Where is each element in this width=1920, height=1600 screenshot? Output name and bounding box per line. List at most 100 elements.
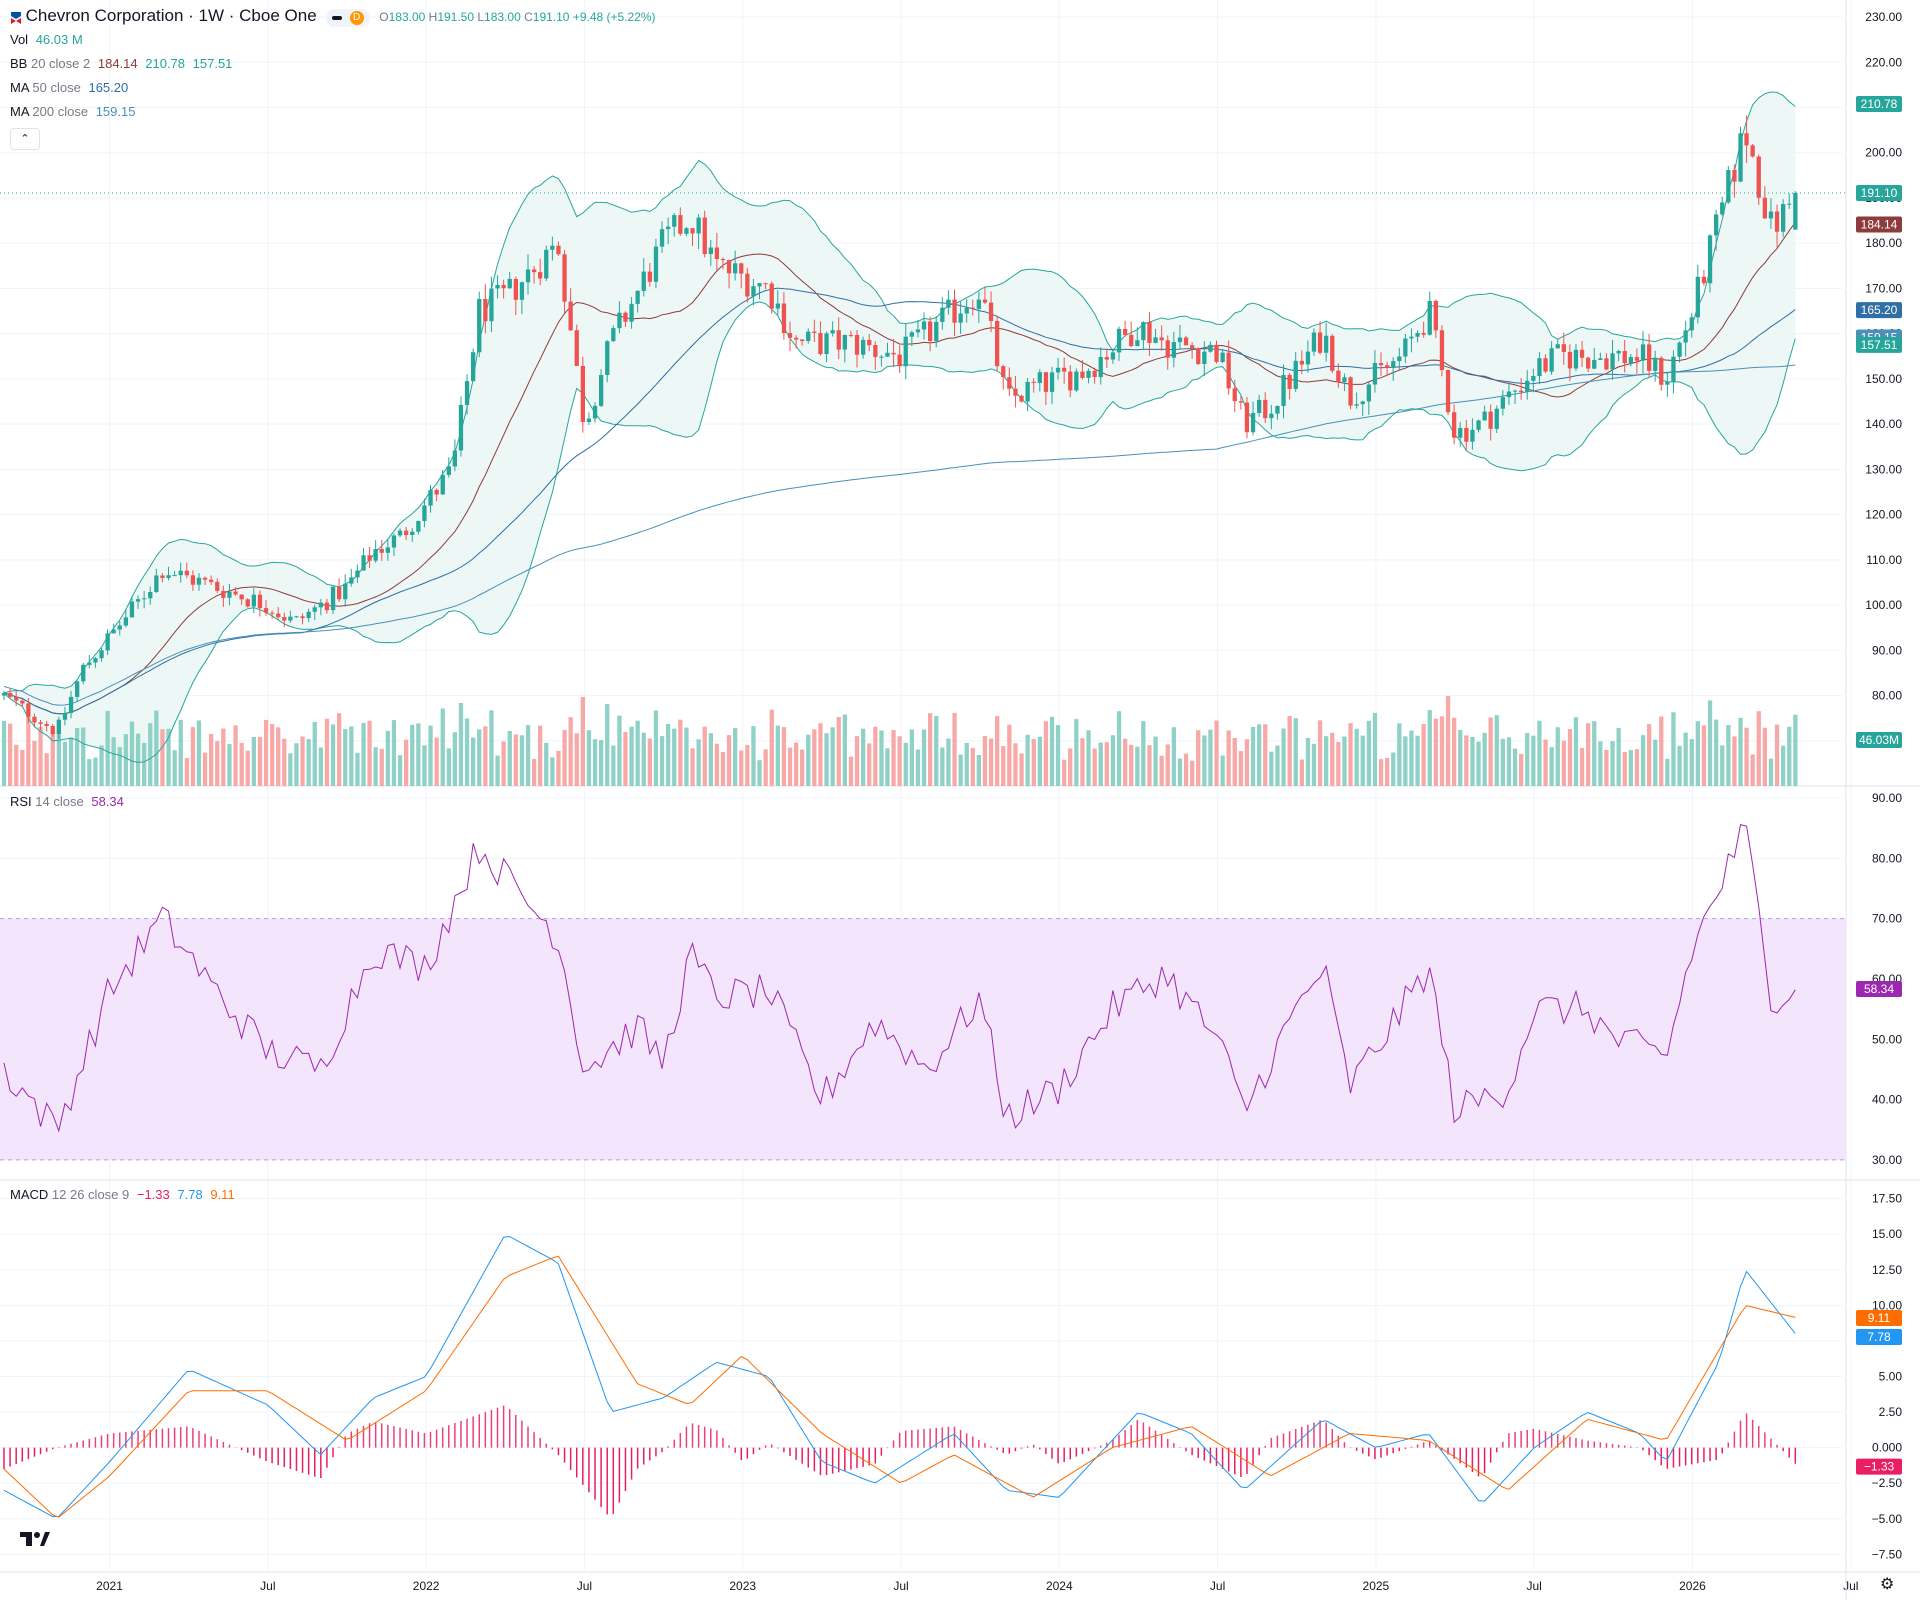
candle [111,623,116,634]
candle [800,339,805,346]
tradingview-logo-icon[interactable] [18,1528,50,1554]
symbol-header[interactable]: Chevron Corporation · 1W · Cboe One D O1… [10,6,656,27]
candle [1001,364,1006,390]
candle-body [653,246,659,282]
volume-bar [1561,740,1566,786]
candle-body [1104,357,1109,360]
candle [1317,321,1323,355]
volume-bar [324,718,330,786]
candle [867,333,872,352]
candle-body [166,575,171,578]
candle [623,311,628,328]
candle [1665,372,1670,397]
candle-body [1659,357,1664,385]
rsi-y-tick-label: 40.00 [1872,1093,1902,1107]
candle [1756,154,1761,206]
candle-body [879,356,884,358]
candle [1019,394,1024,403]
candle [50,723,55,737]
volume-bar [1208,729,1213,786]
volume-bar [1701,725,1707,786]
candle-body [1732,170,1737,182]
candle-body [1043,372,1049,392]
candle [1403,333,1408,363]
candle [635,290,640,313]
candle-body [1543,358,1548,372]
market-status-pill[interactable]: D [326,8,370,27]
candle-body [1129,334,1134,347]
volume-bar [93,757,98,786]
candle-body [20,700,25,704]
candle-body [1244,402,1250,433]
volume-bar [1141,721,1146,786]
candle [1640,331,1646,374]
volume-bar [836,717,841,786]
volume-bar [848,756,854,786]
candle-body [1074,371,1079,391]
candle-body [672,215,677,227]
candle-body [781,303,787,333]
candle-body [867,339,872,346]
candle-body [1738,133,1743,182]
candle [574,324,579,367]
candle-body [1458,428,1463,438]
volume-bar [1659,716,1664,786]
volume-bar [1232,738,1237,786]
volume-bar [806,734,811,786]
candle-body [1598,358,1603,360]
gear-icon[interactable]: ⚙ [1880,1576,1895,1593]
volume-bar [982,736,988,786]
candle-body [1573,349,1579,369]
volume-bar [702,726,707,786]
candle [452,439,457,472]
volume-bar [1086,730,1091,786]
candle [550,236,555,261]
volume-bar [1689,739,1694,786]
volume-bar [726,735,732,786]
candle [1452,404,1457,445]
volume-bar [1153,736,1158,786]
candle [1141,321,1146,349]
volume-bar [1354,728,1359,786]
volume-bar [861,728,866,786]
volume-legend[interactable]: Vol 46.03 M [10,32,83,48]
candle [1031,378,1036,393]
candle [1561,332,1566,365]
ma50-legend[interactable]: MA 50 close 165.20 [10,80,128,96]
candle [202,576,208,586]
volume-bar [1452,717,1457,786]
bb-legend[interactable]: BB 20 close 2 184.14 210.78 157.51 [10,56,232,72]
candle-body [964,307,969,314]
collapse-legend-button[interactable]: ⌃ [10,128,40,150]
volume-bar [1116,711,1122,786]
volume-bar [1257,724,1262,786]
volume-bar [330,724,336,786]
candle-body [1177,337,1183,343]
candle-body [647,271,652,282]
candle [1238,396,1243,410]
rsi-tag-bg [1856,980,1902,997]
candle-body [44,724,49,726]
candle [300,613,305,625]
volume-bar [190,727,196,786]
rsi-legend[interactable]: RSI 14 close 58.34 [10,794,124,810]
macd-legend[interactable]: MACD 12 26 close 9 −1.33 7.78 9.11 [10,1187,235,1203]
symbol-title[interactable]: Chevron Corporation · 1W · Cboe One [25,6,317,25]
candle [14,690,19,706]
candle [367,546,372,569]
candle-body [1628,357,1633,364]
candle [1445,369,1451,415]
candle [337,578,342,602]
candle-body [897,354,902,367]
volume-bar [1397,723,1402,786]
volume-bar [172,750,177,786]
ma200-legend[interactable]: MA 200 close 159.15 [10,104,135,120]
x-tick-label: 2026 [1679,1579,1706,1593]
candle-body [1409,336,1414,339]
volume-bar [300,736,305,786]
volume-bar [1787,726,1792,786]
candles [1,115,1798,739]
volume-bar [1415,735,1420,786]
volume-bar [1726,725,1731,786]
